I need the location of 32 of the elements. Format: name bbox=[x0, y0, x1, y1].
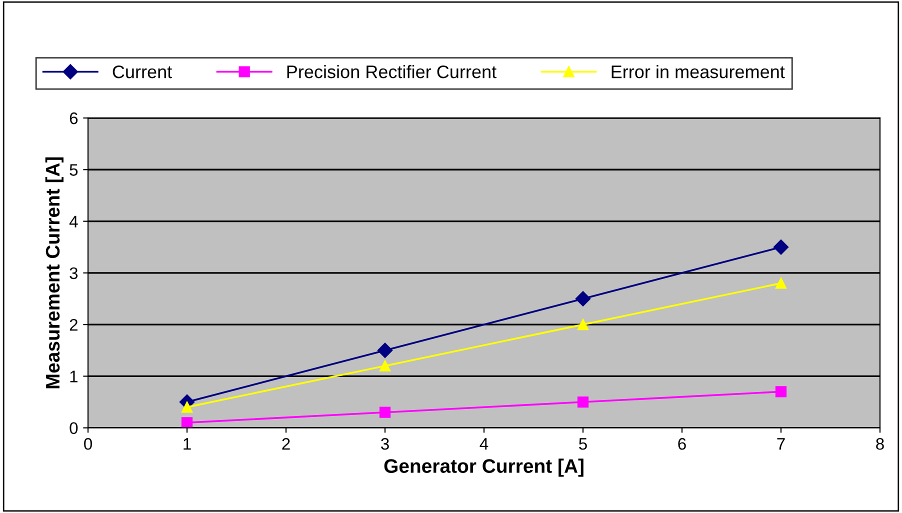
x-tick-label: 7 bbox=[777, 438, 785, 450]
point bbox=[181, 402, 193, 413]
y-axis-title: Measurement Current [A] bbox=[45, 157, 64, 388]
point bbox=[773, 240, 789, 255]
y-tick-label: 3 bbox=[70, 267, 78, 280]
x-axis-title: Generator Current [A] bbox=[384, 458, 584, 477]
y-tick-label: 6 bbox=[70, 112, 78, 124]
x-tick-label: 1 bbox=[184, 438, 191, 450]
x-tick-label: 8 bbox=[876, 438, 884, 450]
x-tick-label: 5 bbox=[579, 438, 587, 450]
y-tick-label: 5 bbox=[70, 164, 78, 176]
x-tick-label: 3 bbox=[381, 438, 389, 450]
point bbox=[577, 396, 589, 408]
point bbox=[181, 417, 193, 428]
y-tick-label: 1 bbox=[70, 370, 78, 382]
point bbox=[575, 291, 591, 306]
point bbox=[775, 278, 787, 289]
legend-label: Error in measurement bbox=[612, 64, 785, 78]
point bbox=[577, 319, 589, 330]
point bbox=[775, 386, 787, 398]
point bbox=[379, 406, 391, 418]
legend-label: Precision Rectifier Current bbox=[287, 64, 496, 78]
x-tick-label: 6 bbox=[678, 438, 686, 450]
y-tick-label: 4 bbox=[69, 216, 78, 228]
y-tick-label: 2 bbox=[70, 318, 78, 331]
x-tick-label: 0 bbox=[84, 438, 92, 450]
point bbox=[379, 360, 391, 372]
legend-label: Current bbox=[112, 65, 172, 78]
point bbox=[377, 342, 393, 358]
x-tick-label: 4 bbox=[480, 438, 488, 450]
y-tick-label: 0 bbox=[70, 422, 78, 434]
x-tick-label: 2 bbox=[282, 438, 290, 450]
